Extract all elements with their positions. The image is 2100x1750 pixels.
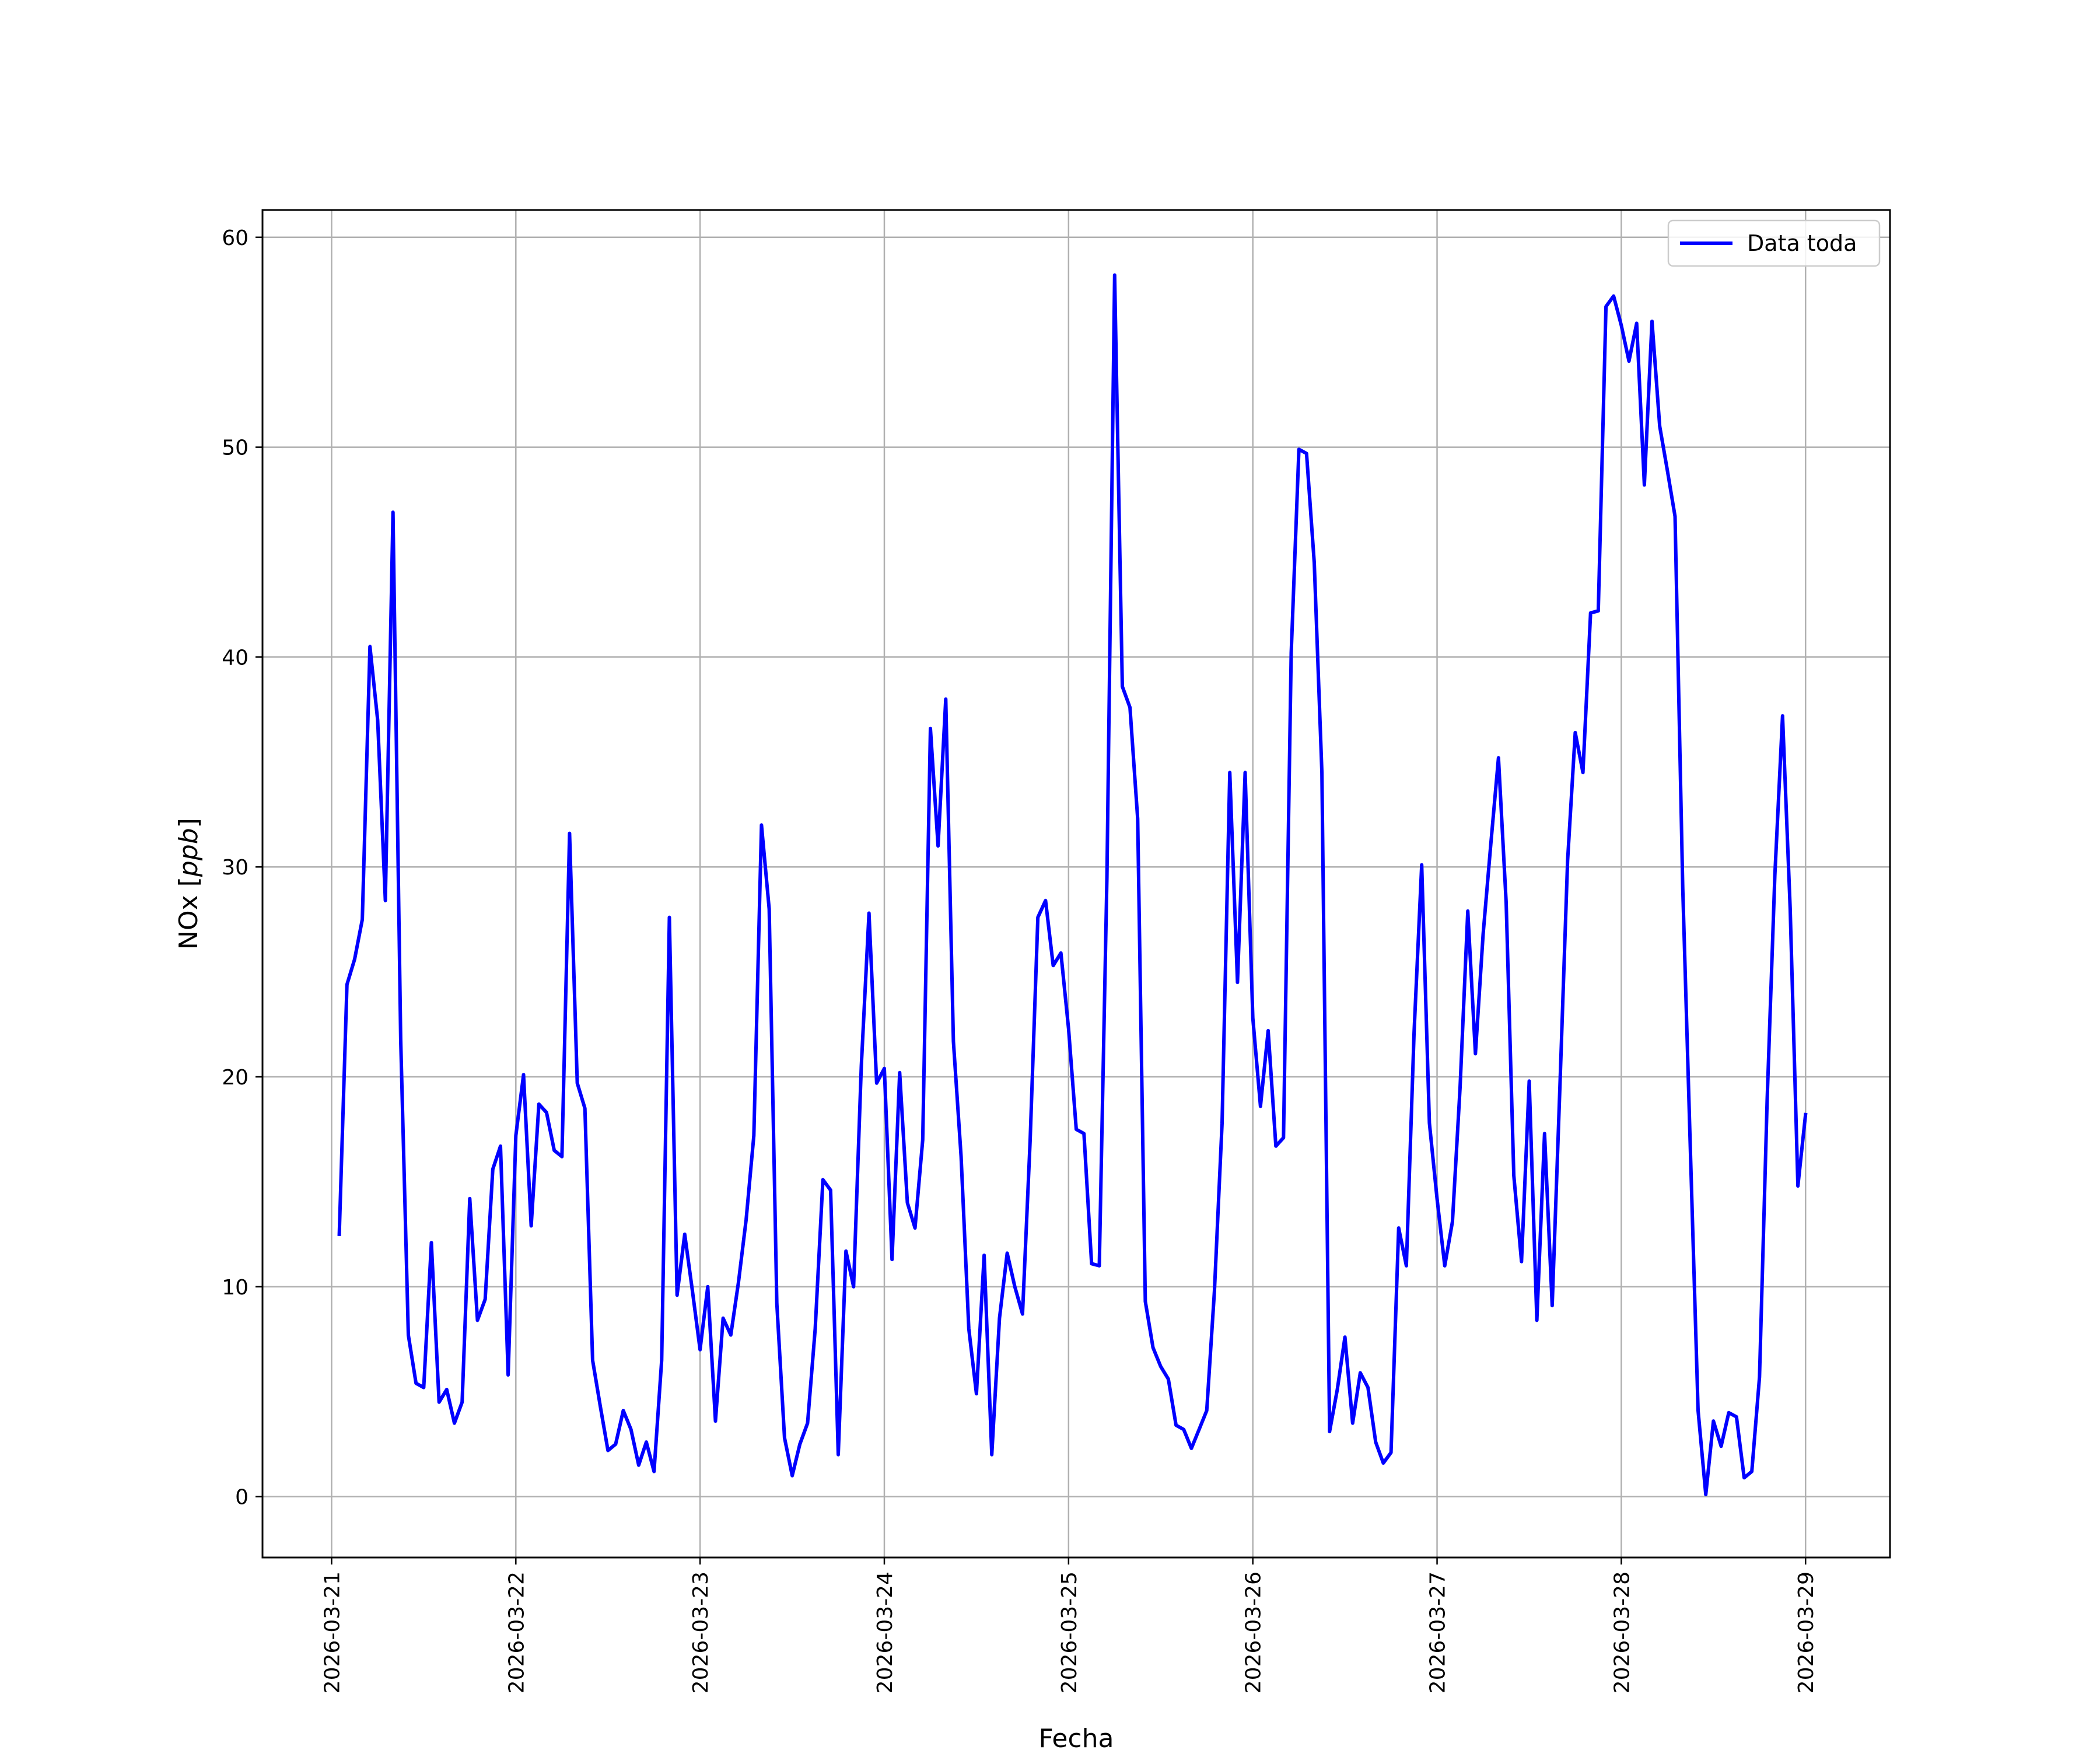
x-tick-label: 2026-03-27 [1426, 1572, 1450, 1693]
series-line [337, 273, 1808, 1497]
y-axis-title-suffix: ] [174, 818, 204, 828]
x-tick-label: 2026-03-29 [1794, 1572, 1818, 1693]
x-tick-label: 2026-03-21 [320, 1572, 344, 1693]
legend: Data toda [1667, 219, 1881, 267]
x-tick-label: 2026-03-22 [505, 1572, 528, 1693]
y-tick-label: 40 [222, 646, 249, 670]
legend-box [1667, 219, 1881, 267]
y-tick-label: 0 [235, 1486, 249, 1510]
y-tick-label: 20 [222, 1066, 249, 1090]
y-tick-label: 50 [222, 436, 249, 460]
grid [262, 210, 1890, 1558]
x-axis: 2026-03-21 2026-03-22 2026-03-23 2026-03-24… [320, 1558, 1818, 1693]
series-layer [337, 273, 1808, 1497]
x-tick-label: 2026-03-26 [1242, 1572, 1266, 1693]
x-tick-label: 2026-03-23 [689, 1572, 713, 1693]
y-axis-title-unit: ppb [174, 828, 204, 877]
y-tick-label: 10 [222, 1276, 249, 1300]
y-tick-label: 30 [222, 856, 249, 880]
x-tick-label: 2026-03-28 [1610, 1572, 1634, 1693]
plot-frame [261, 209, 1891, 1559]
y-axis-title-prefix: NOx [ [174, 877, 204, 950]
legend-label: Data toda [1747, 230, 1857, 256]
y-axis-title: NOx [ppb] [174, 818, 204, 950]
y-tick-label: 60 [222, 226, 249, 250]
x-tick-label: 2026-03-24 [873, 1572, 897, 1693]
x-tick-label: 2026-03-25 [1058, 1572, 1082, 1693]
x-axis-title: Fecha [1038, 1724, 1114, 1750]
y-axis: 0 10 20 30 40 50 60 [222, 226, 262, 1510]
